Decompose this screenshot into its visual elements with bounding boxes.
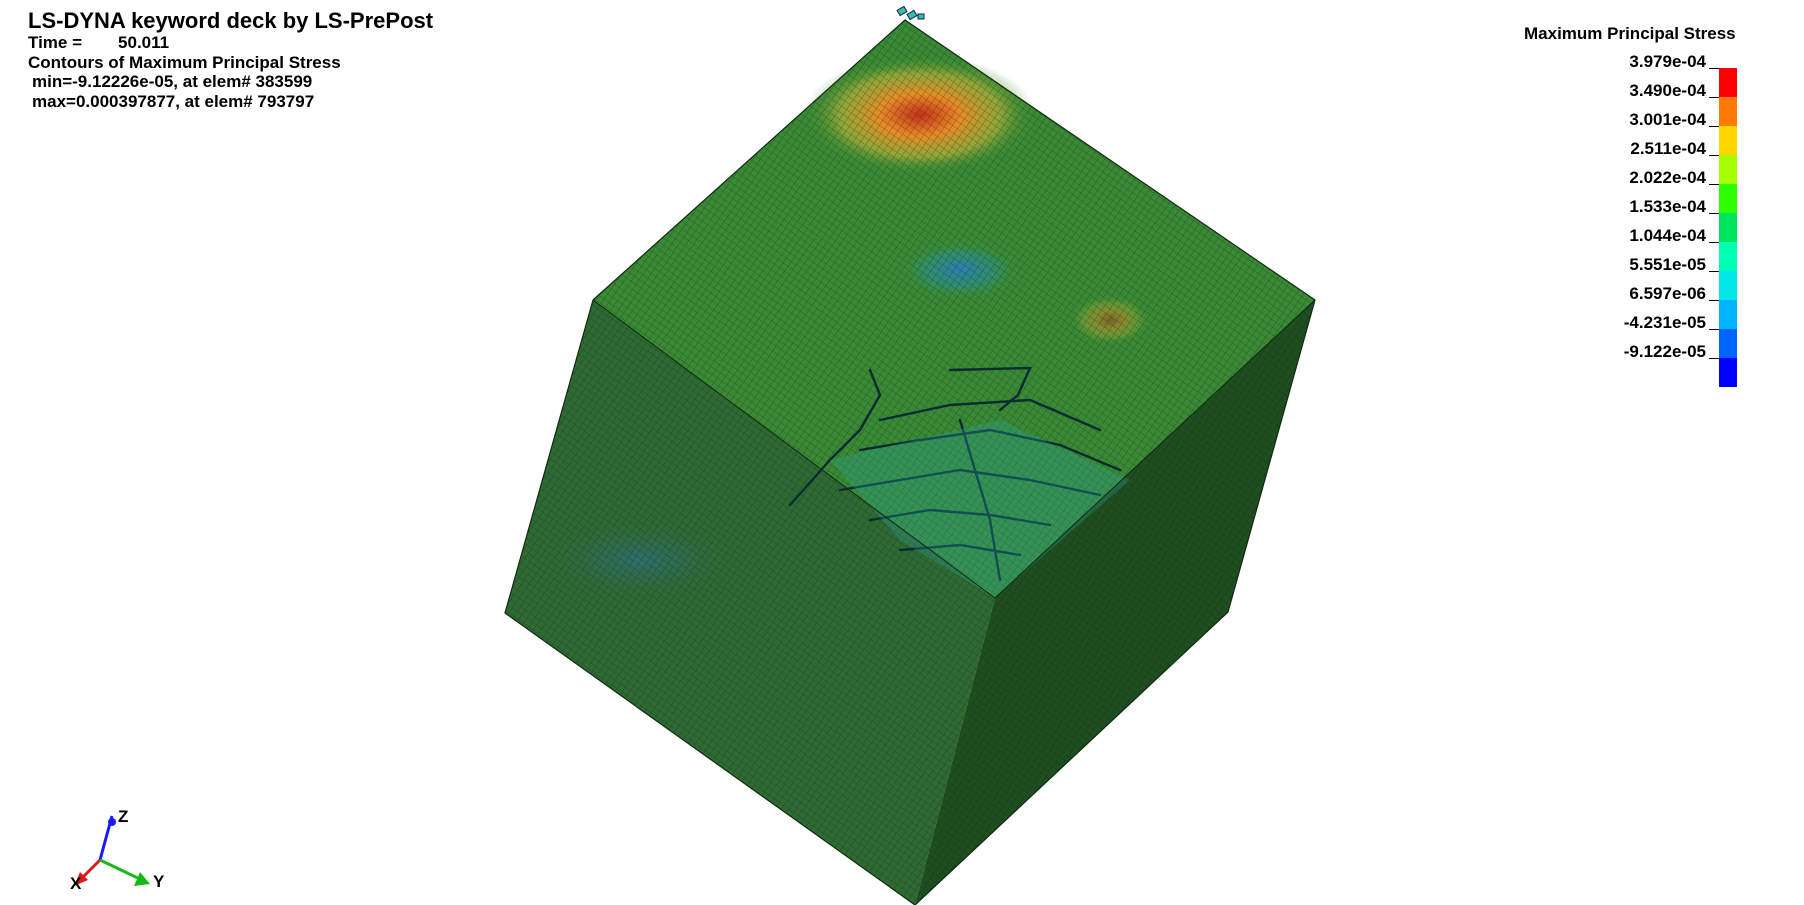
model-title: LS-DYNA keyword deck by LS-PrePost — [28, 8, 434, 33]
y-axis-tip — [134, 872, 150, 886]
top-face-mesh — [593, 20, 1315, 598]
legend-tick — [1709, 97, 1719, 98]
fringe-legend: Maximum Principal Stress 3.979e-04 3.490e… — [1500, 24, 1800, 424]
legend-level-label: 1.044e-04 — [1629, 226, 1706, 245]
cube-edges — [592, 299, 1316, 599]
x-axis-label: X — [70, 874, 82, 893]
x-axis-tip — [74, 872, 88, 886]
legend-color-cell — [1719, 271, 1737, 300]
model-info-header: LS-DYNA keyword deck by LS-PrePost Time … — [28, 8, 433, 111]
min-value-readout: min=-9.12226e-05, at elem# 383599 — [32, 72, 313, 92]
legend-color-cell — [1719, 184, 1737, 213]
legend-tick — [1709, 68, 1719, 69]
legend-tick — [1709, 213, 1719, 214]
legend-title: Maximum Principal Stress — [1524, 24, 1736, 43]
top-corner-fragments — [896, 5, 925, 21]
legend-tick — [1709, 329, 1719, 330]
fracture-zone — [788, 366, 1122, 582]
legend-color-cell — [1719, 358, 1737, 387]
legend-color-cell — [1719, 329, 1737, 358]
legend-level-label: 3.001e-04 — [1629, 110, 1706, 129]
legend-tick — [1709, 300, 1719, 301]
legend-tick — [1709, 126, 1719, 127]
legend-color-cell — [1719, 126, 1737, 155]
legend-color-cell — [1719, 300, 1737, 329]
legend-level-label: -4.231e-05 — [1623, 313, 1706, 332]
axis-triad[interactable]: Z X Y — [70, 808, 170, 893]
legend-level-label: 5.551e-05 — [1629, 255, 1706, 274]
legend-tick — [1709, 358, 1719, 359]
legend-color-cell — [1719, 213, 1737, 242]
legend-level-label: -9.122e-05 — [1623, 342, 1706, 361]
legend-level-label: 3.979e-04 — [1629, 52, 1706, 71]
z-axis-tip — [108, 818, 116, 826]
legend-color-cell — [1719, 68, 1737, 97]
y-axis-label: Y — [153, 872, 165, 891]
legend-color-cell — [1719, 97, 1737, 126]
legend-level-label: 1.533e-04 — [1629, 197, 1706, 216]
legend-tick — [1709, 242, 1719, 243]
time-value: 50.011 — [118, 33, 170, 53]
time-label: Time = — [28, 33, 83, 53]
left-face-mesh — [505, 300, 995, 905]
contour-description: Contours of Maximum Principal Stress — [28, 52, 341, 72]
legend-tick — [1709, 184, 1719, 185]
cube-model[interactable] — [504, 5, 1316, 905]
cube-outline — [504, 19, 1316, 905]
legend-level-label: 3.490e-04 — [1629, 81, 1706, 100]
legend-tick — [1709, 155, 1719, 156]
legend-level-label: 2.022e-04 — [1629, 168, 1706, 187]
legend-color-cell — [1719, 155, 1737, 184]
z-axis-label: Z — [118, 808, 128, 826]
max-value-readout: max=0.000397877, at elem# 793797 — [32, 91, 315, 111]
legend-tick — [1709, 271, 1719, 272]
right-face-mesh — [915, 300, 1315, 905]
legend-color-cell — [1719, 242, 1737, 271]
legend-level-label: 2.511e-04 — [1630, 139, 1706, 158]
time-readout: Time = 50.011 — [28, 33, 433, 53]
legend-level-label: 6.597e-06 — [1629, 284, 1706, 303]
fracture-debris — [830, 420, 1130, 598]
y-axis-arrow — [99, 858, 143, 882]
